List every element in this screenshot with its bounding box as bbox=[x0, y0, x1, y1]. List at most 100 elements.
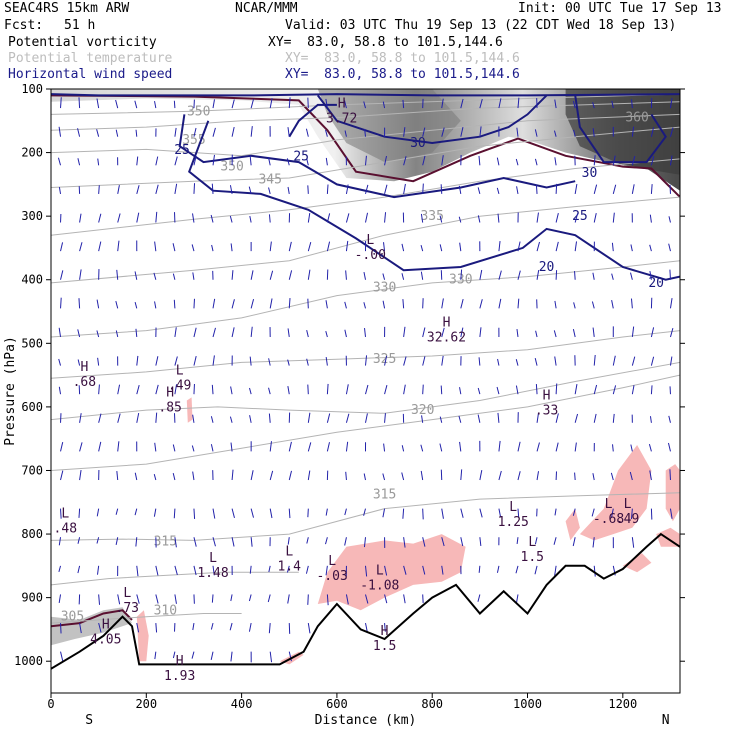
wind-vector bbox=[288, 298, 291, 309]
extremum-type: L bbox=[605, 497, 613, 512]
wind-vector bbox=[479, 508, 483, 518]
wind-vector bbox=[517, 471, 521, 481]
plot-frame bbox=[50, 88, 681, 694]
wind-vector bbox=[649, 416, 652, 423]
wind-vector bbox=[155, 384, 159, 395]
wind-vector bbox=[517, 508, 520, 518]
wind-vector bbox=[345, 471, 347, 481]
wind-vector bbox=[479, 126, 482, 137]
wind-vector bbox=[250, 98, 255, 109]
wind-vector bbox=[440, 385, 443, 395]
wind-vector bbox=[326, 184, 329, 194]
wind-vector bbox=[96, 330, 100, 338]
wind-vector bbox=[307, 212, 311, 223]
y-tick-label: 100 bbox=[21, 82, 43, 96]
wind-vector bbox=[460, 537, 464, 547]
wind-vector bbox=[668, 243, 671, 252]
wind-vector bbox=[536, 442, 540, 452]
wind-vector bbox=[60, 651, 64, 662]
wind-vector bbox=[458, 185, 462, 194]
wind-vector bbox=[58, 594, 62, 604]
wind-vector bbox=[115, 508, 119, 515]
theta-contours: 305 3103153153203253303303353453503503553… bbox=[51, 93, 680, 625]
extremum-value: .48 bbox=[54, 521, 77, 536]
wind-vector bbox=[250, 126, 253, 137]
theta-line bbox=[51, 158, 680, 236]
wind-vector bbox=[268, 413, 271, 423]
theta-label: 350 bbox=[187, 104, 210, 119]
wind-vector bbox=[153, 508, 157, 517]
wind-vector bbox=[192, 414, 195, 423]
wind-vector bbox=[365, 212, 369, 223]
x-tick-label: 400 bbox=[231, 697, 253, 711]
wind-vector bbox=[249, 215, 252, 223]
wind-vector bbox=[307, 241, 312, 252]
wind-vector bbox=[78, 298, 81, 309]
extremum-value: .68 bbox=[73, 375, 96, 390]
extremum: H32.62 bbox=[427, 316, 466, 346]
wind-vector bbox=[459, 441, 462, 452]
wind-vector bbox=[460, 269, 463, 280]
wind-vector bbox=[57, 157, 62, 166]
wind-vector bbox=[630, 244, 633, 252]
wind-vector bbox=[193, 127, 197, 137]
wind-vector bbox=[573, 129, 576, 137]
wind-vector bbox=[210, 444, 214, 452]
wind-vector bbox=[403, 326, 406, 338]
org-label: NCAR/MMM bbox=[235, 1, 298, 16]
wind-vector bbox=[554, 300, 557, 309]
wind-vector bbox=[592, 537, 595, 548]
wind-vector bbox=[288, 470, 293, 481]
wind-vector bbox=[117, 441, 120, 452]
wind-vector bbox=[287, 186, 290, 194]
wind-vector bbox=[460, 508, 464, 518]
wind-vector bbox=[79, 413, 82, 423]
wind-vector bbox=[612, 155, 616, 166]
wind-vector bbox=[154, 241, 157, 252]
wind-vector bbox=[497, 412, 500, 423]
extremum: L1.4 bbox=[278, 544, 302, 574]
wind-label: 20 bbox=[539, 260, 555, 275]
wind-vector bbox=[58, 327, 62, 338]
wind-vector bbox=[650, 155, 655, 166]
wind-vector bbox=[649, 470, 652, 481]
extremum-value: 1.48 bbox=[197, 566, 228, 581]
wind-vector bbox=[441, 355, 444, 366]
wind-vector bbox=[631, 126, 635, 137]
wind-vector bbox=[420, 444, 424, 452]
wind-vector bbox=[650, 184, 653, 194]
wind-vector bbox=[403, 594, 406, 604]
wind-label: 30 bbox=[410, 136, 426, 151]
x-tick-label: 0 bbox=[47, 697, 54, 711]
extremum: H1.93 bbox=[164, 654, 195, 684]
wind-vector bbox=[117, 213, 121, 223]
wind-vector bbox=[60, 97, 62, 109]
extremum-type: H bbox=[338, 96, 346, 111]
wind-vector bbox=[250, 299, 255, 309]
wind-vector bbox=[650, 385, 653, 395]
wind-vector bbox=[669, 98, 673, 109]
wind-vector bbox=[172, 273, 176, 280]
wind-vector bbox=[212, 327, 216, 338]
wind-vector bbox=[193, 508, 196, 519]
wind-vector bbox=[155, 184, 159, 195]
x-axis-label: Distance (km) bbox=[315, 713, 417, 728]
wind-vector bbox=[536, 412, 540, 423]
wind-vector bbox=[403, 127, 406, 137]
wind-vector bbox=[307, 470, 311, 481]
wind-vector bbox=[267, 156, 271, 166]
wind-vector bbox=[98, 622, 102, 633]
wind-vector bbox=[554, 356, 557, 366]
wind-vector bbox=[650, 127, 655, 137]
wind-vector bbox=[422, 384, 424, 395]
wind-vector bbox=[97, 357, 100, 366]
wind-vector bbox=[648, 443, 652, 452]
wind-vector bbox=[98, 413, 102, 423]
wind-vector bbox=[516, 127, 519, 137]
wind-vector bbox=[325, 357, 328, 366]
extremum-value: 1.5 bbox=[373, 639, 396, 654]
wind-vector bbox=[534, 565, 538, 575]
wind-vector bbox=[326, 594, 329, 606]
wind-vector bbox=[365, 594, 369, 604]
